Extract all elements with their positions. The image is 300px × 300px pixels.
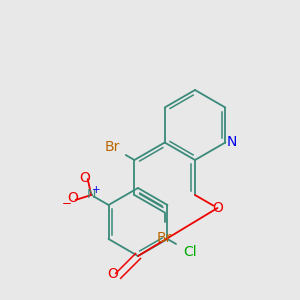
Text: −: − bbox=[62, 197, 72, 210]
Text: O: O bbox=[68, 191, 79, 206]
Text: O: O bbox=[212, 201, 223, 215]
Text: N: N bbox=[86, 188, 96, 202]
Text: Br: Br bbox=[104, 140, 119, 154]
Text: Br: Br bbox=[157, 232, 172, 245]
Text: N: N bbox=[227, 136, 238, 149]
Text: O: O bbox=[107, 267, 118, 281]
Text: Cl: Cl bbox=[183, 245, 197, 259]
Text: O: O bbox=[80, 171, 91, 184]
Text: +: + bbox=[92, 185, 100, 195]
